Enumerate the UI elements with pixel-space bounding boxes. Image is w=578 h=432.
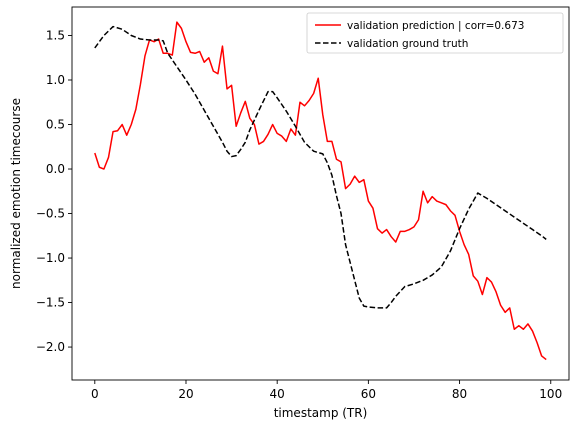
y-tick-label: 1.5 bbox=[46, 28, 65, 42]
y-axis-ticks: −2.0 −1.5 −1.0 −0.5 0.0 0.5 1.0 1.5 bbox=[36, 28, 72, 354]
y-axis-label: normalized emotion timecourse bbox=[9, 98, 23, 289]
ground-truth-series-line bbox=[94, 25, 547, 309]
y-tick-label: 1.0 bbox=[46, 73, 65, 87]
x-tick-label: 100 bbox=[539, 387, 562, 401]
y-tick-label: −0.5 bbox=[36, 207, 65, 221]
x-tick-label: 80 bbox=[452, 387, 467, 401]
legend-label-prediction: validation prediction | corr=0.673 bbox=[347, 20, 524, 32]
x-tick-label: 40 bbox=[270, 387, 285, 401]
plot-area-frame bbox=[71, 6, 570, 381]
x-tick-label: 20 bbox=[178, 387, 193, 401]
x-axis-label: timestamp (TR) bbox=[274, 406, 368, 420]
series-layer bbox=[94, 21, 547, 361]
y-tick-label: −1.5 bbox=[36, 296, 65, 310]
y-tick-label: −1.0 bbox=[36, 251, 65, 265]
y-tick-label: 0.0 bbox=[46, 162, 65, 176]
prediction-series-line bbox=[94, 21, 547, 361]
x-axis-ticks: 0 20 40 60 80 100 bbox=[91, 380, 562, 401]
legend: validation prediction | corr=0.673 valid… bbox=[306, 12, 564, 54]
legend-label-ground-truth: validation ground truth bbox=[347, 38, 468, 50]
x-tick-label: 0 bbox=[91, 387, 99, 401]
y-tick-label: −2.0 bbox=[36, 340, 65, 354]
y-tick-label: 0.5 bbox=[46, 118, 65, 132]
legend-box bbox=[306, 12, 564, 54]
x-tick-label: 60 bbox=[361, 387, 376, 401]
